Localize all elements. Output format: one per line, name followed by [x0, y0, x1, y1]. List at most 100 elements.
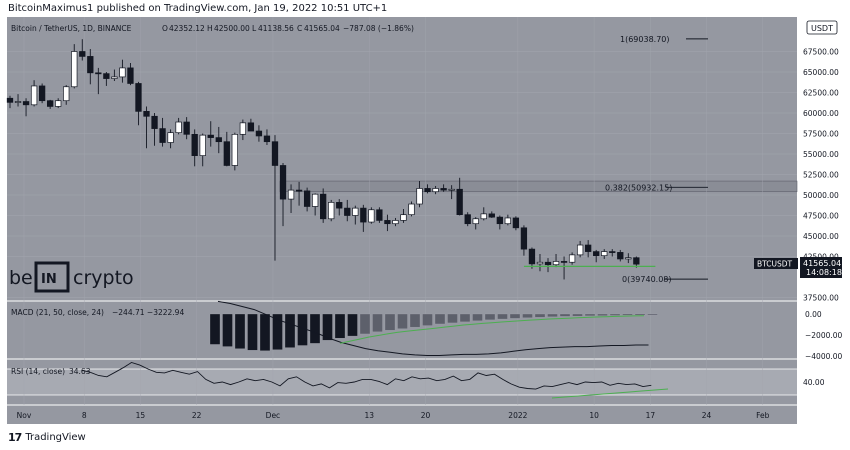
ohlc-high: 42500.00 [214, 24, 250, 33]
time-tick-label: 2022 [508, 411, 527, 420]
candle-body [231, 133, 238, 166]
ohlc-close-label: C [297, 24, 302, 33]
time-tick-label: 20 [421, 411, 431, 420]
currency-badge[interactable] [806, 20, 838, 35]
candle-body [360, 207, 367, 223]
price-tag-price: 41565.04 [803, 259, 841, 268]
price-tick-label: 55000.00 [803, 150, 839, 159]
candle-body [512, 217, 520, 229]
price-tick-label: 50000.00 [803, 191, 839, 200]
price-tick-label: 62500.00 [803, 89, 839, 98]
time-tick-label: 8 [82, 411, 87, 420]
symbol-title: Bitcoin / TetherUS, 1D, BINANCE [11, 24, 132, 33]
price-tick-label: 67500.00 [803, 48, 839, 57]
macd-signal-line [339, 315, 645, 344]
candle-body [46, 100, 54, 107]
candle-body [504, 217, 512, 225]
macd-histogram-bar [472, 313, 483, 321]
candle-body [432, 188, 439, 193]
candle-body [520, 227, 528, 250]
price-tag-countdown: 14:08:18 [806, 268, 842, 277]
time-tick-label: 22 [192, 411, 202, 420]
macd-histogram-bar [384, 313, 396, 331]
rsi-band [7, 369, 797, 395]
candle-body [609, 251, 616, 253]
candle-body [456, 188, 463, 216]
candle-body [127, 67, 134, 84]
price-tick-label: 60000.00 [803, 109, 839, 118]
price-tick-label: 45000.00 [803, 232, 839, 241]
candle-body [368, 209, 375, 223]
time-tick-label: 10 [589, 411, 599, 420]
candle-body [552, 261, 560, 266]
footer-brand[interactable]: TradingView [25, 432, 86, 443]
candle-body [472, 218, 479, 225]
macd-histogram-bar [522, 313, 533, 318]
macd-histogram-bar [459, 313, 471, 323]
macd-tick-label: −2000.00 [805, 331, 843, 340]
price-tick-label: 65000.00 [803, 68, 839, 77]
rsi-value: 34.63 [69, 367, 91, 376]
price-tick-label: 57500.00 [803, 130, 839, 139]
rsi-line [81, 362, 652, 390]
currency-badge-label: USDT [811, 24, 833, 33]
time-tick-label: 17 [646, 411, 656, 420]
fib-label-0: 0(39740.08) [622, 275, 672, 284]
price-tag-box [800, 257, 842, 278]
candle-body [625, 257, 632, 260]
candle-body [239, 122, 247, 135]
time-tick-label: Dec [266, 411, 281, 420]
candle-body [496, 216, 503, 225]
candle-body [95, 72, 102, 75]
candle-body [143, 111, 150, 117]
macd-values: −244.71 −3222.94 [112, 308, 184, 317]
candle-body [536, 261, 544, 265]
tradingview-logo-icon: 17 [8, 431, 22, 444]
candle-body [215, 137, 222, 143]
macd-tick-label: 0.00 [805, 310, 822, 319]
candle-body [287, 189, 295, 200]
macd-histogram-bar [547, 313, 558, 317]
candle-body [303, 190, 311, 207]
price-tag-symbol-box [754, 258, 798, 269]
candle-body [464, 214, 471, 225]
candle-body [167, 132, 174, 143]
ohlc-low-label: L [252, 24, 257, 33]
candle-body [207, 134, 214, 138]
macd-line [217, 300, 649, 356]
macd-histogram-bar [409, 313, 421, 328]
macd-histogram-bar [622, 313, 633, 316]
candle-body [263, 135, 271, 143]
rsi-trendline [551, 388, 669, 399]
candle-body [544, 261, 552, 266]
candle-body [440, 188, 447, 191]
footer: 17 TradingView [8, 431, 86, 444]
macd-histogram-bar [209, 313, 221, 345]
ohlc-low: 41138.56 [258, 24, 294, 33]
candle-body [480, 213, 487, 220]
candle-body [103, 73, 110, 79]
macd-histogram-bar [559, 313, 571, 317]
candle-body [528, 248, 536, 265]
candle-body [247, 122, 255, 132]
candle-body [55, 100, 62, 107]
candle-body [344, 207, 351, 216]
candle-body [400, 214, 407, 221]
macd-histogram-bar [597, 313, 608, 316]
candle-body [159, 128, 166, 143]
candle-body [175, 121, 182, 134]
rsi-label: RSI (14, close) [11, 367, 65, 376]
macd-histogram-bar [647, 313, 658, 316]
macd-histogram-bar [634, 313, 646, 316]
ohlc-high-label: H [207, 24, 213, 33]
macd-histogram-bar [322, 313, 333, 341]
macd-histogram-bar [584, 313, 596, 317]
macd-histogram-bar [284, 313, 296, 348]
macd-histogram-bar [372, 313, 383, 333]
macd-histogram-bar [484, 313, 496, 321]
candle-body [271, 141, 279, 166]
candle-body [87, 56, 94, 74]
candle-body [328, 202, 335, 220]
candle-body [199, 134, 206, 156]
